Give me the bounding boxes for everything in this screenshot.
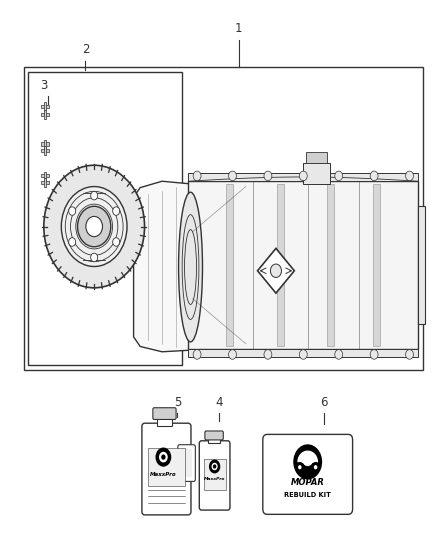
Circle shape (229, 171, 237, 181)
Circle shape (69, 238, 76, 246)
Bar (24, 67, 423, 370)
Bar (188, 173, 418, 181)
Text: MaxxPro: MaxxPro (150, 472, 177, 477)
Circle shape (298, 465, 301, 470)
Bar (41, 113, 49, 116)
Bar (41, 142, 49, 146)
Bar (41, 174, 49, 177)
Bar (157, 416, 172, 426)
Circle shape (69, 207, 76, 215)
Circle shape (155, 448, 171, 467)
Circle shape (299, 171, 307, 181)
Circle shape (91, 191, 98, 200)
FancyBboxPatch shape (178, 445, 195, 481)
Circle shape (295, 462, 304, 473)
Circle shape (335, 350, 343, 359)
Bar (204, 459, 226, 489)
Bar (44, 146, 46, 155)
FancyBboxPatch shape (263, 434, 353, 514)
Circle shape (193, 171, 201, 181)
Bar (44, 178, 46, 187)
Circle shape (270, 264, 282, 278)
Text: MaxxPro: MaxxPro (204, 477, 225, 481)
Circle shape (212, 463, 218, 470)
Text: 4: 4 (215, 397, 223, 409)
Bar (41, 181, 49, 184)
Text: 2: 2 (81, 43, 89, 56)
Polygon shape (134, 181, 191, 352)
Bar (44, 102, 46, 111)
FancyBboxPatch shape (199, 441, 230, 510)
Bar (327, 184, 334, 346)
Circle shape (229, 350, 237, 359)
Bar (148, 448, 185, 486)
Circle shape (314, 465, 317, 470)
Circle shape (161, 455, 166, 460)
Bar (28, 72, 182, 365)
Circle shape (193, 350, 201, 359)
Bar (208, 437, 220, 443)
Circle shape (302, 453, 314, 466)
Bar (303, 163, 329, 184)
Bar (226, 184, 233, 346)
Text: MOPAR: MOPAR (291, 478, 325, 487)
Text: REBUILD KIT: REBUILD KIT (284, 492, 331, 498)
Circle shape (335, 171, 343, 181)
Circle shape (213, 464, 216, 469)
Text: 1: 1 (235, 22, 243, 35)
Circle shape (311, 462, 320, 473)
Bar (188, 181, 418, 349)
Circle shape (44, 165, 145, 288)
Ellipse shape (179, 192, 202, 342)
Polygon shape (298, 451, 317, 462)
FancyBboxPatch shape (142, 423, 191, 515)
Circle shape (370, 171, 378, 181)
Circle shape (86, 216, 102, 237)
Bar (305, 152, 327, 163)
Bar (41, 105, 49, 108)
Bar (188, 349, 418, 357)
Circle shape (159, 452, 168, 463)
Circle shape (264, 171, 272, 181)
Text: 6: 6 (320, 397, 328, 409)
Bar (44, 172, 46, 180)
FancyBboxPatch shape (181, 449, 192, 477)
Text: 5: 5 (174, 397, 181, 409)
Bar (277, 184, 284, 346)
Bar (373, 184, 380, 346)
Circle shape (406, 171, 413, 181)
Bar (41, 149, 49, 152)
Circle shape (406, 350, 413, 359)
Circle shape (299, 350, 307, 359)
Circle shape (113, 238, 120, 246)
Circle shape (209, 459, 220, 473)
Circle shape (78, 206, 111, 247)
Circle shape (293, 445, 322, 480)
Circle shape (91, 253, 98, 262)
Circle shape (264, 350, 272, 359)
Circle shape (113, 207, 120, 215)
Bar (44, 110, 46, 119)
Circle shape (370, 350, 378, 359)
FancyBboxPatch shape (153, 408, 176, 419)
Circle shape (61, 187, 127, 266)
Bar (44, 140, 46, 148)
Bar (418, 206, 425, 324)
Text: 3: 3 (40, 79, 47, 92)
FancyBboxPatch shape (205, 431, 223, 440)
Polygon shape (258, 248, 294, 293)
